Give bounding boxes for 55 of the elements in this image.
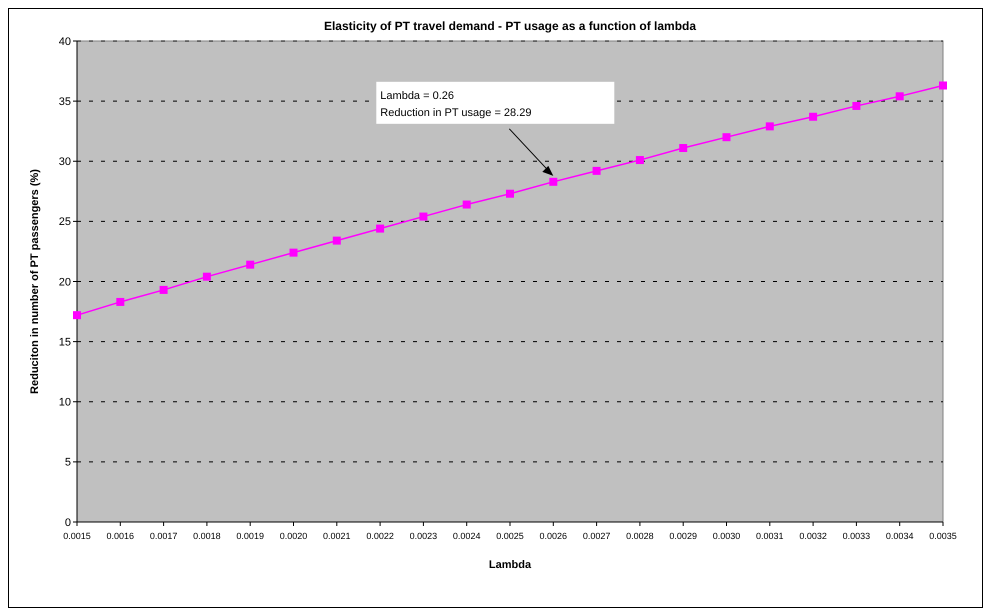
x-tick-label: 0.0028	[626, 531, 654, 541]
point	[116, 298, 124, 306]
annotation: Lambda = 0.26 Reduction in PT usage = 28.29	[380, 90, 532, 119]
x-tick-label: 0.0026	[540, 531, 568, 541]
x-tick-label: 0.0034	[886, 531, 914, 541]
y-tick-label: 15	[58, 336, 71, 348]
point	[766, 122, 774, 130]
point	[160, 286, 168, 294]
point	[290, 248, 298, 257]
point	[592, 166, 601, 175]
y-tick-label: 0	[64, 516, 71, 529]
x-tick-label: 0.0029	[669, 531, 697, 541]
x-tick-label: 0.0035	[929, 531, 957, 541]
y-tick-label: 40	[58, 36, 71, 48]
x-tick-label: 0.0019	[236, 531, 264, 541]
point	[636, 156, 644, 164]
y-axis-title: Reduciton in number of PT passengers (%)	[29, 168, 41, 394]
x-tick-label: 0.0027	[582, 531, 610, 541]
point	[939, 81, 947, 90]
point	[506, 190, 514, 198]
point	[679, 144, 688, 152]
x-tick-label: 0.0032	[799, 531, 827, 541]
y-tick-label: 10	[58, 396, 71, 409]
point	[549, 178, 558, 186]
x-tick-label: 0.0030	[712, 531, 740, 541]
y-tick-label: 35	[58, 96, 71, 108]
point	[852, 102, 860, 110]
y-tick-label: 25	[58, 216, 71, 228]
x-tick-label: 0.0031	[756, 531, 784, 541]
point	[809, 112, 818, 121]
x-tick-label: 0.0020	[280, 531, 308, 541]
x-tick-label: 0.0016	[106, 531, 134, 541]
x-tick-label: 0.0017	[150, 531, 178, 541]
y-tick-label: 30	[58, 156, 71, 168]
point	[202, 272, 211, 281]
chart-title: Elasticity of PT travel demand - PT usage as a function of lambda	[324, 19, 696, 33]
point	[332, 236, 341, 245]
x-tick-label: 0.0025	[496, 531, 524, 541]
point	[419, 212, 428, 221]
y-tick-label: 5	[64, 456, 71, 469]
point	[73, 311, 81, 320]
point	[376, 224, 384, 233]
point	[462, 200, 471, 209]
x-tick-label: 0.0022	[366, 531, 394, 541]
x-axis-title: Lambda	[488, 559, 532, 571]
point	[722, 133, 730, 142]
x-tick-label: 0.0033	[842, 531, 870, 541]
x-tick-label: 0.0023	[410, 531, 438, 541]
x-tick-label: 0.0021	[323, 531, 351, 541]
x-tick-label: 0.0015	[63, 531, 91, 541]
point	[246, 260, 254, 269]
point	[896, 92, 904, 100]
x-tick-label: 0.0018	[193, 531, 221, 541]
x-tick-label: 0.0024	[452, 531, 480, 541]
y-tick-label: 20	[58, 276, 71, 288]
